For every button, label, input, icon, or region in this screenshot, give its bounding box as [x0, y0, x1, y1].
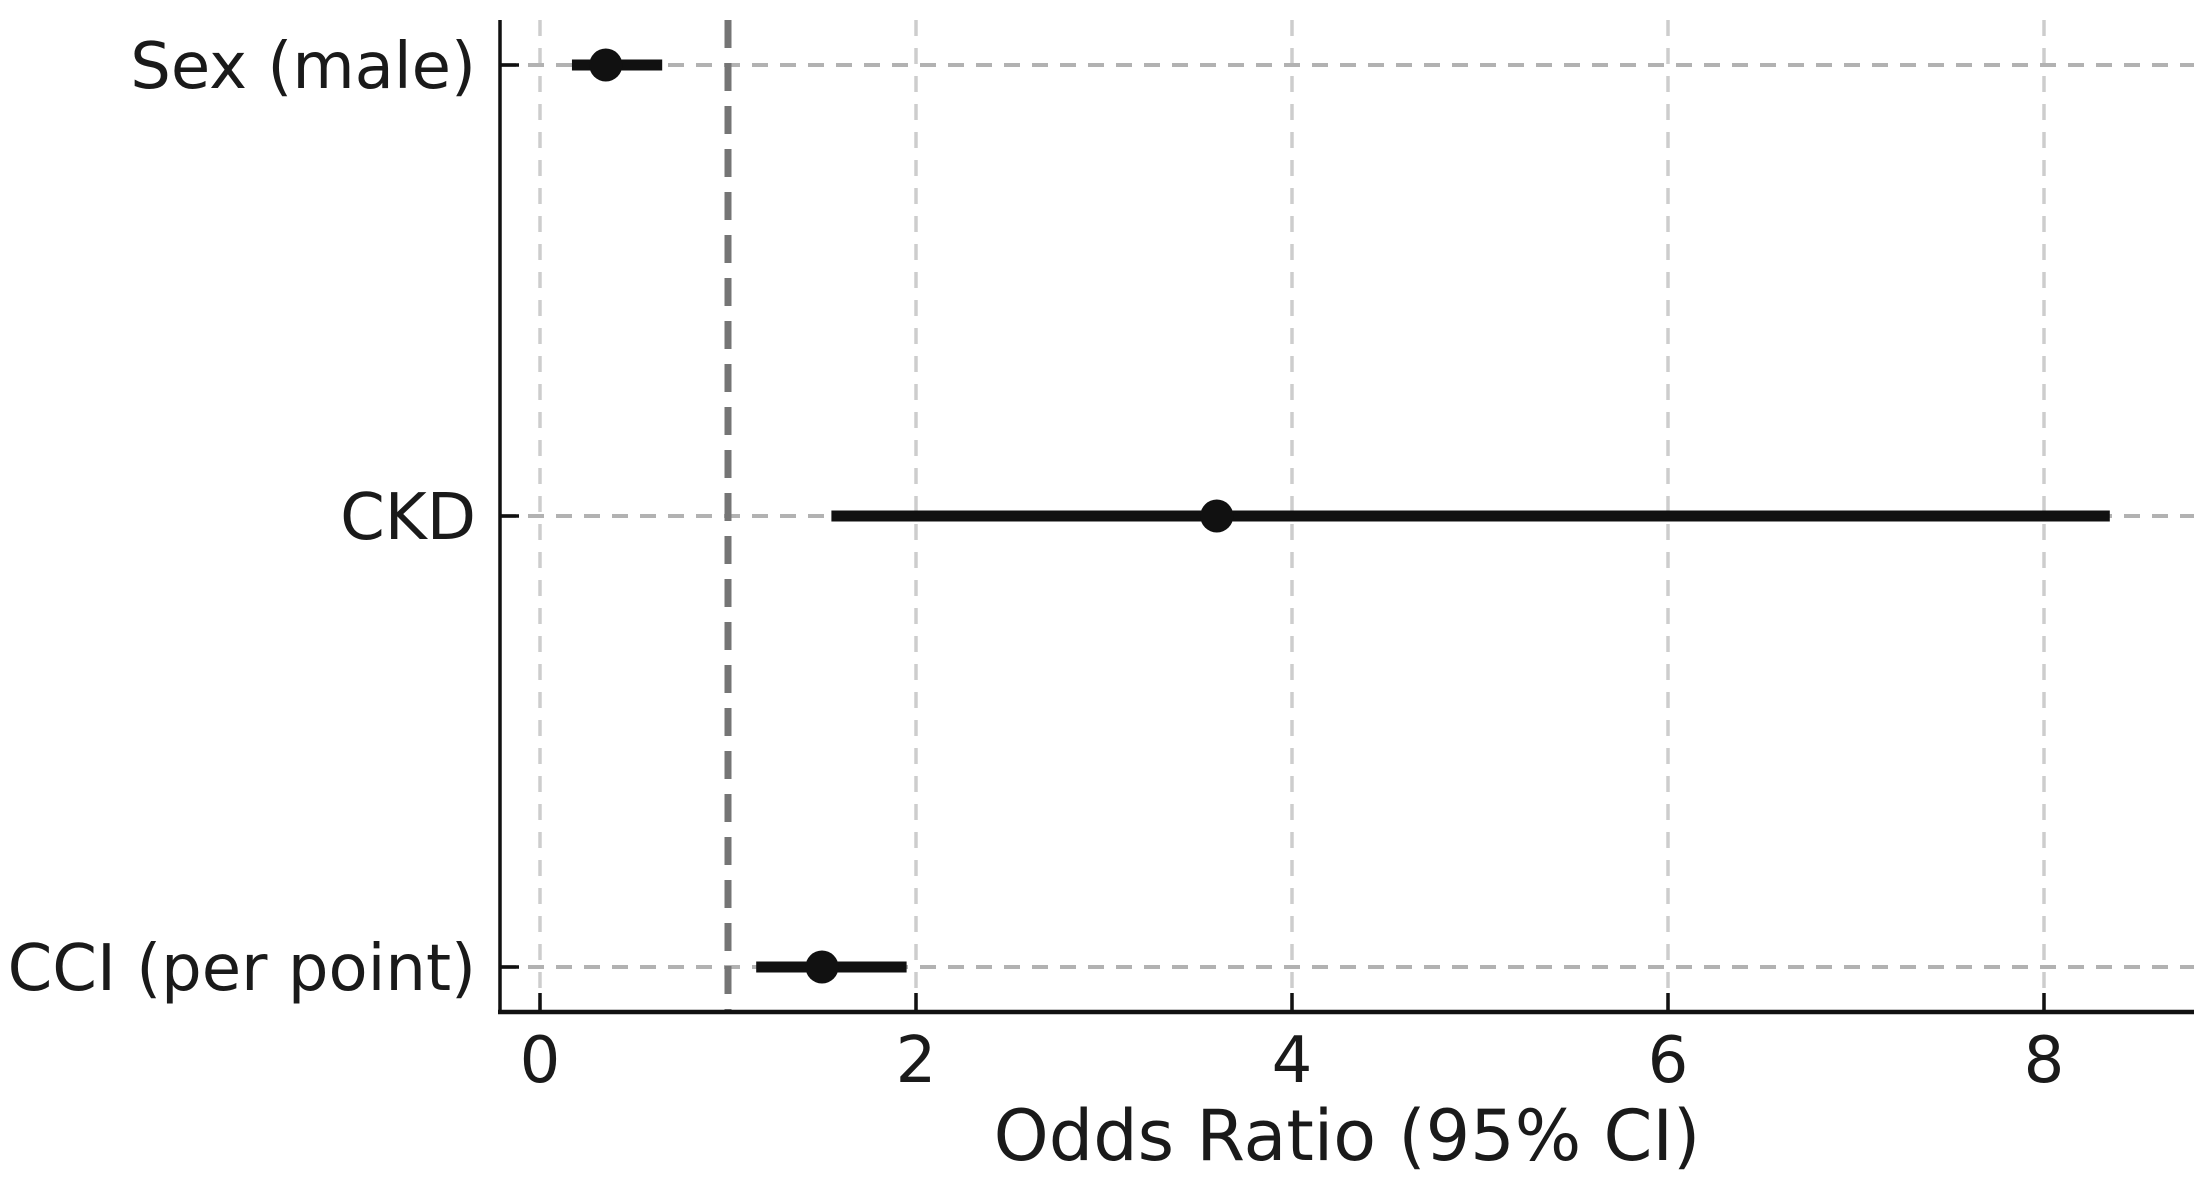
or-point-marker [1200, 499, 1234, 533]
or-point-marker [805, 950, 839, 984]
or-point-marker [589, 48, 623, 82]
x-tick-label-2: 2 [896, 1024, 937, 1098]
x-axis-label: Odds Ratio (95% CI) [994, 1095, 1701, 1177]
x-tick-label-6: 6 [1648, 1024, 1689, 1098]
row-label: CKD [340, 481, 476, 555]
x-tick-label-4: 4 [1272, 1024, 1313, 1098]
x-tick-label-0: 0 [520, 1024, 561, 1098]
x-tick-label-8: 8 [2024, 1024, 2065, 1098]
row-label: Sex (male) [130, 30, 476, 104]
row-label: CCI (per point) [8, 932, 476, 1006]
